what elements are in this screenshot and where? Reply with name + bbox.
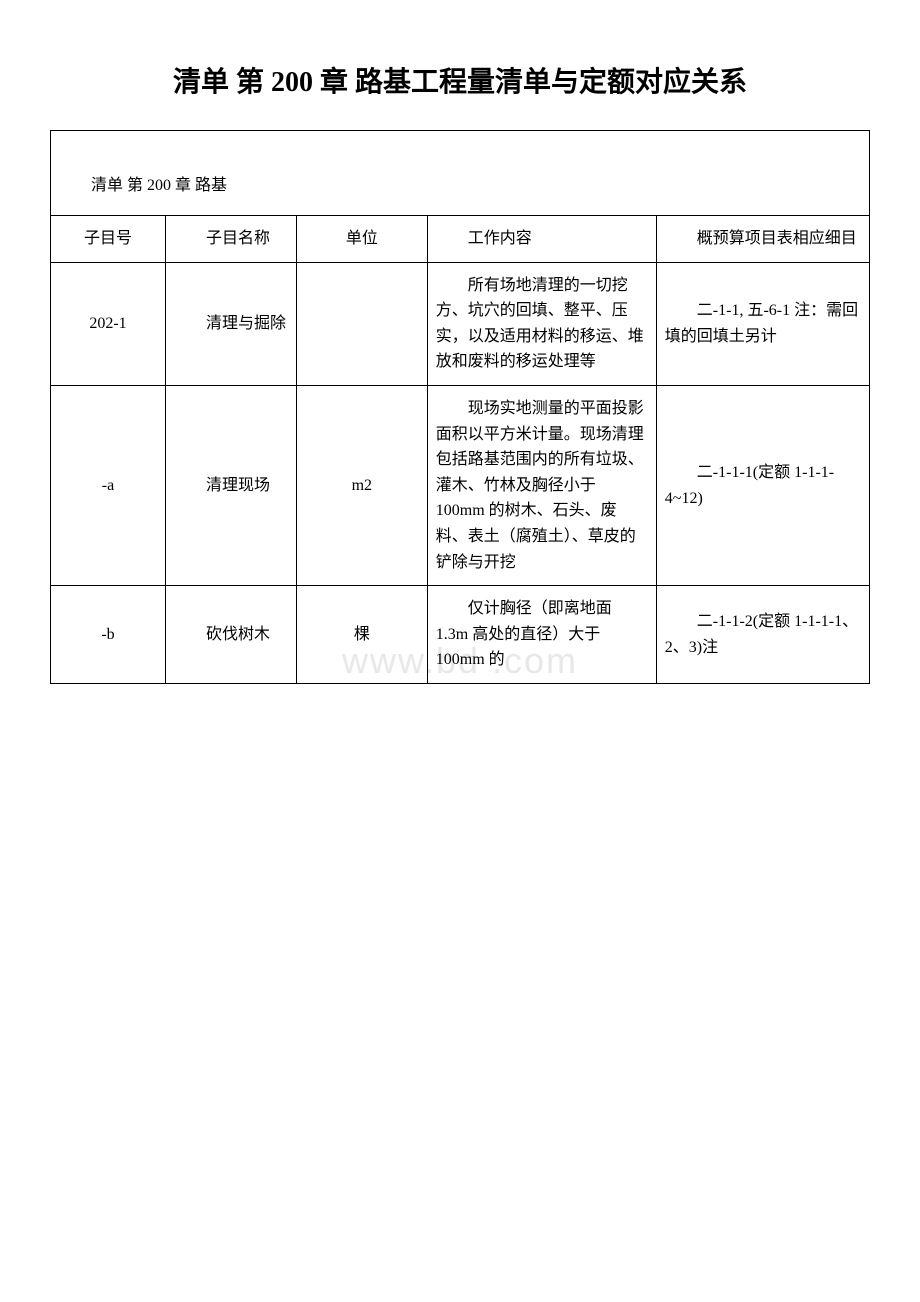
data-table: 子目号 子目名称 单位 工作内容 概预算项目表相应细目 202-1 清理与掘除 … — [51, 216, 869, 684]
cell-unit — [296, 262, 427, 385]
header-name: 子目名称 — [166, 216, 297, 262]
cell-work: 现场实地测量的平面投影面积以平方米计量。现场清理包括路基范围内的所有垃圾、灌木、… — [427, 385, 656, 585]
table-row: -b 砍伐树木 棵 仅计胸径（即离地面 1.3m 高处的直径）大于 100mm … — [51, 586, 869, 684]
document-title: 清单 第 200 章 路基工程量清单与定额对应关系 — [50, 60, 870, 100]
table-container: 清单 第 200 章 路基 子目号 子目名称 单位 工作内容 概预算项目表相应细… — [50, 130, 870, 684]
cell-id: -a — [51, 385, 166, 585]
cell-work: 所有场地清理的一切挖方、坑穴的回填、整平、压实，以及适用材料的移运、堆放和废料的… — [427, 262, 656, 385]
cell-ref: 二-1-1-1(定额 1-1-1-4~12) — [656, 385, 869, 585]
cell-name: 清理现场 — [166, 385, 297, 585]
header-unit: 单位 — [296, 216, 427, 262]
cell-unit: 棵 — [296, 586, 427, 684]
header-work: 工作内容 — [427, 216, 656, 262]
cell-work: 仅计胸径（即离地面 1.3m 高处的直径）大于 100mm 的 — [427, 586, 656, 684]
cell-name: 砍伐树木 — [166, 586, 297, 684]
cell-unit: m2 — [296, 385, 427, 585]
cell-ref: 二-1-1-2(定额 1-1-1-1、2、3)注 — [656, 586, 869, 684]
table-row: -a 清理现场 m2 现场实地测量的平面投影面积以平方米计量。现场清理包括路基范… — [51, 385, 869, 585]
header-id: 子目号 — [51, 216, 166, 262]
table-header-row: 子目号 子目名称 单位 工作内容 概预算项目表相应细目 — [51, 216, 869, 262]
cell-id: -b — [51, 586, 166, 684]
header-ref: 概预算项目表相应细目 — [656, 216, 869, 262]
cell-id: 202-1 — [51, 262, 166, 385]
cell-ref: 二-1-1, 五-6-1 注：需回填的回填土另计 — [656, 262, 869, 385]
table-row: 202-1 清理与掘除 所有场地清理的一切挖方、坑穴的回填、整平、压实，以及适用… — [51, 262, 869, 385]
cell-name: 清理与掘除 — [166, 262, 297, 385]
subtitle: 清单 第 200 章 路基 — [51, 131, 869, 216]
